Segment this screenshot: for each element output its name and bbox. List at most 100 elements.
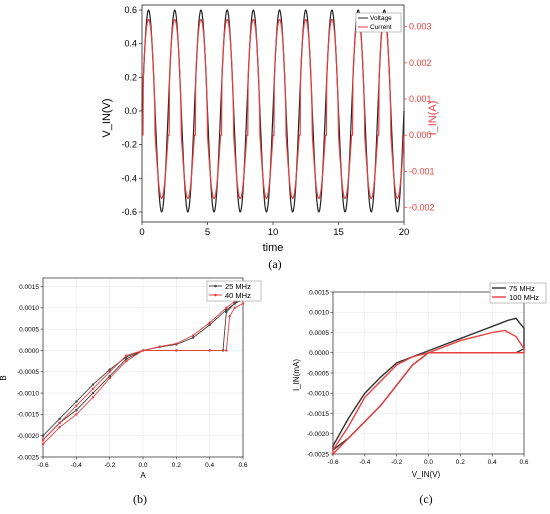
panel-b-x-tick-label: 0.4: [205, 462, 214, 469]
panel-b-legend-40mhz: 40 MHz: [225, 291, 251, 300]
panel-c-y-tick-label: 0.0000: [309, 350, 329, 357]
panel-b-point: [58, 425, 61, 429]
panel-b-x-tick-label: 0.2: [172, 462, 181, 469]
panel-b-x-ticks: -0.6 -0.4 -0.2 0.0 0.2 0.4 0.6: [37, 457, 248, 469]
panel-b-point: [125, 354, 128, 357]
panel-a-y-left-tick-label: 0.6: [124, 5, 137, 15]
panel-b-point: [75, 404, 78, 408]
panel-c-y-tick-label: -0.0015: [307, 411, 329, 418]
panel-b-point: [228, 315, 231, 318]
panel-a-y-left-tick-label: -0.4: [121, 173, 137, 183]
panel-b-legend-25mhz: 25 MHz: [225, 282, 251, 291]
panel-b-point: [225, 310, 228, 314]
panel-a-chart: 0 5 10 15 20 0.6 0.4 0.2 0.0 -0.2 -0.4 -0.6 0.003 0…: [101, 4, 439, 254]
panel-c-x-ticks: -0.6 -0.4 -0.2 0.0 0.2 0.4 0.6: [327, 454, 529, 466]
panel-b-legend-marker-40: [214, 293, 217, 297]
panel-b-x-axis-label: A: [140, 471, 146, 480]
panel-b-x-tick-label: 0.6: [238, 462, 247, 469]
panel-a-y-left-axis-label: V_IN(V): [101, 98, 113, 137]
panel-b-point: [175, 349, 178, 352]
panel-b-y-tick-label: 0.0010: [19, 305, 39, 312]
panel-a-legend-voltage: Voltage: [370, 15, 392, 22]
panel-c-legend: 75 MHz 100 MHz: [489, 282, 547, 304]
panel-a-x-tick-label: 20: [399, 227, 410, 238]
panel-b-point: [108, 368, 111, 371]
panel-b-point: [91, 391, 95, 395]
panel-c-y-tick-label: -0.0025: [307, 451, 329, 458]
panel-b-point: [175, 342, 178, 345]
panel-b-legend: 25 MHz 40 MHz: [206, 280, 262, 302]
panel-b-point: [225, 308, 228, 312]
panel-b-x-tick-label: 0.0: [138, 462, 147, 469]
panel-a-y-right-tick-label: 0.002: [409, 58, 432, 68]
panel-c-y-tick-label: -0.0010: [307, 391, 329, 398]
panel-b-point: [233, 302, 236, 305]
panel-a-y-right-axis-label: I_IN(A): [427, 101, 439, 136]
panel-b-point: [58, 417, 61, 420]
panel-b-point: [225, 306, 228, 310]
panel-b-point: [208, 323, 211, 327]
panel-c-legend-100mhz: 100 MHz: [509, 293, 539, 302]
panel-c-y-ticks: 0.0015 0.0010 0.0005 0.0000 -0.0005 -0.0010 -0…: [307, 289, 333, 458]
panel-c-legend-75mhz: 75 MHz: [509, 284, 535, 293]
panel-b-point: [241, 302, 245, 305]
panel-c-x-tick-label: 0.6: [519, 459, 528, 466]
panel-a-y-left-tick-label: 0.0: [124, 106, 137, 116]
panel-b-point: [58, 421, 61, 425]
panel-a-x-tick-label: 10: [268, 227, 279, 238]
panel-a-y-left-tick-label: -0.2: [121, 140, 137, 150]
panel-b-chart: -0.6 -0.4 -0.2 0.0 0.2 0.4 0.6 0.00150.00100.0…: [0, 277, 262, 480]
panel-b-y-tick-label: -0.0005: [17, 369, 39, 376]
panel-c-y-tick-label: 0.0005: [309, 330, 329, 337]
panel-b-point: [91, 396, 95, 399]
panel-c-y-axis-label: I_IN(mA): [292, 359, 301, 391]
panel-a-y-left-tick-label: -0.6: [121, 207, 137, 217]
panel-c-x-tick-label: 0.4: [488, 459, 497, 466]
panel-a-x-ticks: 0 5 10 15 20: [139, 222, 409, 238]
panel-b-y-tick-label: -0.0025: [17, 454, 39, 461]
panel-b-point: [91, 383, 95, 386]
panel-c-x-tick-label: -0.4: [359, 459, 371, 466]
panel-b-x-tick-label: -0.2: [104, 462, 116, 469]
panel-a-x-axis-label: time: [263, 242, 284, 254]
panel-b-y-tick-label: -0.0015: [17, 412, 39, 419]
panel-b-point: [41, 438, 45, 442]
panel-c-y-tick-label: -0.0020: [307, 431, 329, 438]
panel-a-y-right-ticks: 0.003 0.002 0.001 0.000 -0.001 -0.002: [404, 22, 435, 213]
panel-b-point: [108, 370, 111, 373]
panel-b-point: [158, 345, 161, 348]
panel-c-y-tick-label: 0.0010: [309, 310, 329, 317]
panel-b-y-axis-label: B: [0, 375, 8, 380]
panel-c-y-tick-label: 0.0015: [309, 289, 329, 296]
panel-c-x-tick-label: 0.2: [456, 459, 465, 466]
panel-c-chart: -0.6 -0.4 -0.2 0.0 0.2 0.4 0.6 0.00150.00100.0…: [292, 282, 547, 479]
caption-b: (b): [133, 492, 147, 506]
panel-b-x-tick-label: -0.4: [71, 462, 83, 469]
panel-a-y-left-ticks: 0.6 0.4 0.2 0.0 -0.2 -0.4 -0.6: [121, 5, 142, 217]
panel-a-legend-current: Current: [370, 24, 392, 31]
panel-b-legend-marker-25: [214, 284, 217, 288]
panel-a-y-right-tick-label: 0.003: [409, 22, 432, 32]
panel-b-point: [208, 349, 211, 352]
panel-b-point: [225, 349, 228, 352]
panel-b-y-tick-label: -0.0020: [17, 433, 39, 440]
panel-a-y-right-tick-label: -0.002: [409, 203, 435, 213]
panel-c-y-tick-label: -0.0005: [307, 370, 329, 377]
panel-b-x-tick-label: -0.6: [37, 462, 49, 469]
panel-a-y-right-tick-label: 0.000: [409, 130, 432, 140]
panel-b-point: [108, 374, 111, 378]
panel-a-y-left-tick-label: 0.2: [124, 72, 137, 82]
panel-c-x-tick-label: 0.0: [424, 459, 433, 466]
panel-a-y-right-tick-label: 0.001: [409, 94, 432, 104]
panel-b-point: [41, 443, 45, 446]
panel-b-point: [75, 413, 78, 416]
panel-a-x-tick-label: 0: [139, 227, 144, 238]
caption-c: (c): [419, 492, 432, 506]
panel-b-y-tick-label: -0.0010: [17, 390, 39, 397]
caption-a: (a): [268, 257, 281, 271]
panel-a-y-left-tick-label: 0.4: [124, 39, 137, 49]
panel-a-x-tick-label: 15: [333, 227, 344, 238]
panel-a-x-tick-label: 5: [205, 227, 210, 238]
panel-b-point: [141, 349, 145, 352]
